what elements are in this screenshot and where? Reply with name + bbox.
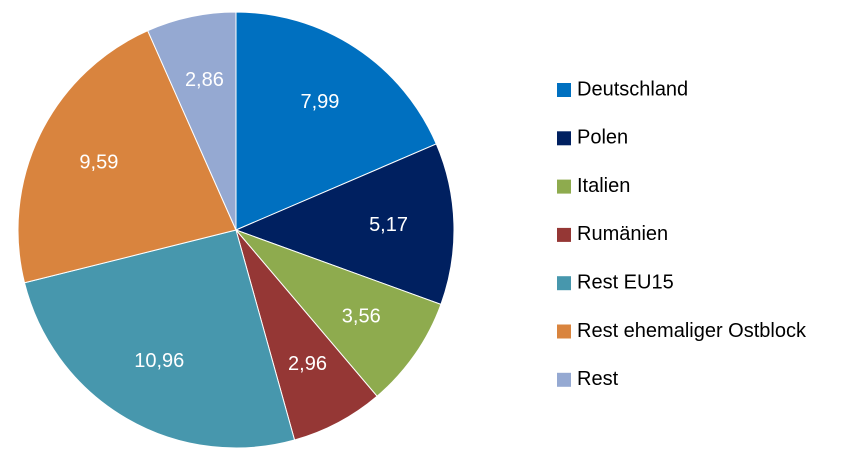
legend-swatch	[557, 276, 571, 291]
legend-label: Italien	[577, 175, 630, 197]
legend-label: Rest	[577, 368, 619, 390]
data-label: 7,99	[300, 91, 339, 113]
legend-swatch	[557, 324, 571, 339]
pie-slice	[23, 229, 296, 449]
data-label: 9,59	[79, 151, 118, 173]
data-label: 2,96	[288, 353, 327, 375]
legend-swatch	[557, 372, 571, 387]
legend-swatch	[557, 131, 571, 146]
legend-swatch	[557, 227, 571, 242]
legend-swatch	[557, 83, 571, 97]
legend-label: Deutschland	[577, 78, 688, 100]
legend-label: Rest ehemaliger Ostblock	[577, 320, 807, 342]
legend-label: Rest EU15	[577, 271, 674, 293]
pie-slice	[234, 228, 442, 397]
legend-swatch	[557, 179, 571, 194]
legend-label: Polen	[577, 127, 628, 149]
data-label: 2,86	[185, 69, 224, 91]
pie-slice	[17, 30, 237, 284]
data-label: 5,17	[369, 214, 408, 236]
legend-label: Rumänien	[577, 223, 668, 245]
pie-slice	[147, 11, 237, 231]
pie-slice	[235, 11, 437, 231]
pie-slice	[234, 143, 455, 306]
data-label: 10,96	[134, 350, 184, 372]
data-label: 3,56	[342, 305, 381, 327]
